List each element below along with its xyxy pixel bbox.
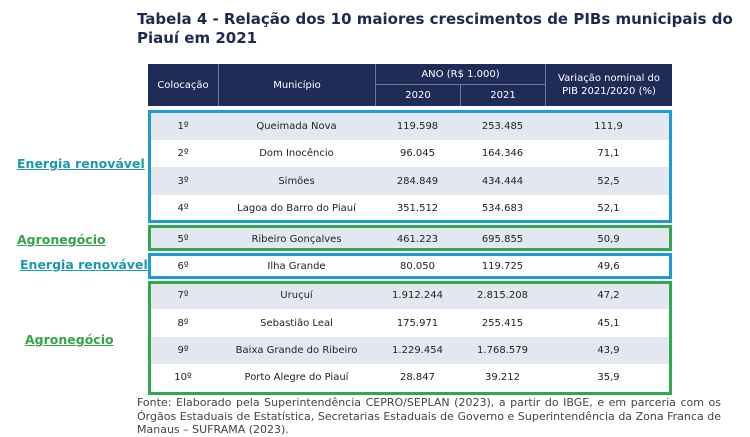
highlight-box — [148, 281, 672, 395]
table-cell: 35,9 — [597, 372, 620, 383]
highlight-box — [148, 110, 672, 223]
table-cell: Queimada Nova — [256, 121, 337, 132]
category-label: Energia renovável — [17, 156, 145, 171]
table-cell: 2º — [177, 148, 189, 159]
row-bg — [150, 140, 670, 167]
table-cell: 4º — [177, 203, 189, 214]
table-cell: 28.847 — [400, 372, 435, 383]
table-cell: 434.444 — [481, 175, 524, 187]
table-cell: Lagoa do Barro do Piauí — [237, 203, 356, 214]
category-label: Agronegócio — [17, 232, 106, 247]
row-bg — [150, 228, 670, 250]
table-cell: 164.346 — [481, 148, 524, 159]
table-cell: 695.855 — [481, 233, 524, 245]
category-label: Energia renovável — [20, 257, 148, 272]
table-cell: 47,2 — [597, 290, 620, 301]
table-cell: Simões — [278, 175, 315, 187]
table-cell: 253.485 — [481, 121, 524, 132]
table-cell: Baixa Grande do Ribeiro — [235, 345, 358, 356]
table-cell: 1.229.454 — [392, 345, 443, 356]
highlight-box — [148, 225, 672, 251]
row-bg — [150, 282, 670, 309]
table-cell: 52,5 — [597, 175, 620, 187]
table-cell: 119.598 — [396, 121, 439, 132]
table-cell: 80.050 — [400, 260, 435, 272]
header-cell: Município — [218, 64, 375, 106]
table-cell: Ilha Grande — [267, 260, 326, 272]
row-bg — [150, 255, 670, 277]
table-cell: 96.045 — [400, 148, 435, 159]
row-bg — [150, 167, 670, 195]
table-cell: Porto Alegre do Piauí — [244, 372, 349, 383]
table-cell: 175.971 — [396, 317, 439, 329]
table-cell: 111,9 — [594, 121, 623, 132]
table-cell: 52,1 — [597, 203, 620, 214]
table-cell: 9º — [177, 345, 189, 356]
table-cell: Ribeiro Gonçalves — [251, 233, 342, 245]
header-cell: Colocação — [148, 64, 218, 106]
table-cell: 284.849 — [396, 175, 439, 187]
row-bg — [150, 195, 670, 222]
table-title: Tabela 4 - Relação dos 10 maiores cresci… — [137, 10, 733, 47]
category-label: Agronegócio — [25, 332, 114, 347]
table-cell: 351.512 — [396, 203, 439, 214]
table-cell: 10º — [174, 372, 192, 383]
header-cell: 2020 — [375, 85, 460, 106]
table-cell: 50,9 — [597, 233, 620, 245]
table-cell: 534.683 — [481, 203, 524, 214]
table-cell: 49,6 — [597, 260, 620, 272]
table-cell: 7º — [177, 290, 189, 301]
source-note: Fonte: Elaborado pela Superintendência C… — [137, 396, 721, 436]
table-cell: 255.415 — [481, 317, 524, 329]
table-cell: Sebastião Leal — [260, 317, 333, 329]
table-cell: Dom Inocêncio — [259, 148, 334, 159]
table-cell: 119.725 — [481, 260, 524, 272]
header-cell: ANO (R$ 1.000) — [375, 64, 545, 85]
table-cell: 6º — [177, 260, 189, 272]
row-bg — [150, 309, 670, 337]
table-cell: 71,1 — [597, 148, 620, 159]
table-cell: 1º — [177, 121, 189, 132]
header-cell: 2021 — [460, 85, 545, 106]
table-cell: 3º — [177, 175, 189, 187]
table-cell: 1.912.244 — [392, 290, 443, 301]
highlight-box — [148, 253, 672, 279]
row-bg — [150, 364, 670, 391]
table-cell: 461.223 — [396, 233, 439, 245]
table-cell: 5º — [177, 233, 189, 245]
table-cell: 1.768.579 — [477, 345, 528, 356]
table-cell: Uruçuí — [280, 290, 313, 301]
row-bg — [150, 113, 670, 140]
table-cell: 8º — [177, 317, 189, 329]
table-cell: 39.212 — [485, 372, 520, 383]
row-bg — [150, 337, 670, 364]
table-cell: 45,1 — [597, 317, 620, 329]
table-cell: 43,9 — [597, 345, 620, 356]
header-cell: Variação nominal do PIB 2021/2020 (%) — [545, 64, 672, 106]
table-cell: 2.815.208 — [477, 290, 528, 301]
